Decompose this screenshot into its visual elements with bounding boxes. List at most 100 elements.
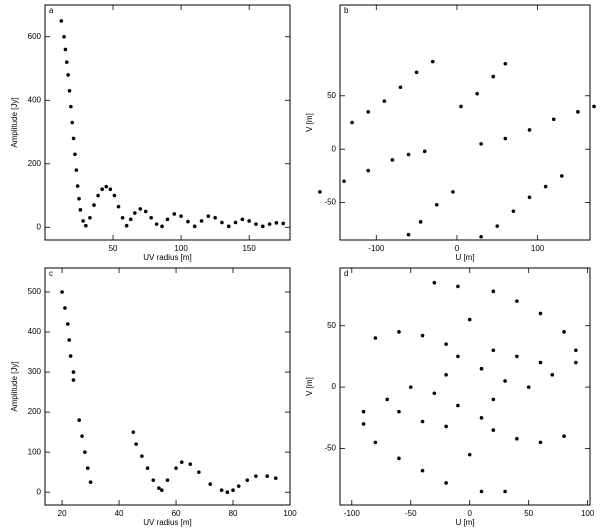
point (491, 74, 496, 79)
point (226, 224, 231, 229)
point (63, 306, 67, 310)
point (538, 440, 543, 445)
point (420, 419, 425, 424)
point (456, 354, 460, 359)
point (267, 222, 272, 226)
point (543, 184, 548, 189)
y-axis-label: V [m] (305, 113, 314, 132)
x-tick-label: 50 (524, 509, 533, 518)
point (165, 478, 170, 482)
point (62, 34, 66, 39)
point (390, 158, 395, 162)
x-tick-label: 100 (531, 244, 545, 253)
point (538, 360, 543, 365)
point (112, 193, 117, 198)
point (172, 212, 177, 216)
y-axis-label: Amplitude [Jy] (10, 361, 19, 411)
point (77, 418, 81, 422)
point (385, 397, 389, 402)
point (366, 110, 371, 114)
y-tick-label: 0 (332, 382, 337, 391)
panel-label: b (344, 6, 349, 15)
point (479, 366, 484, 371)
x-tick-label: 0 (467, 509, 472, 518)
point (515, 299, 519, 303)
point (64, 60, 69, 64)
y-tick-label: 400 (28, 95, 42, 104)
panel-label: a (49, 6, 54, 15)
point (511, 209, 516, 213)
point (160, 224, 164, 229)
x-tick-label: -50 (405, 509, 417, 518)
point (562, 330, 566, 334)
point (254, 222, 258, 226)
point (165, 217, 170, 222)
point (85, 466, 90, 470)
point (444, 424, 448, 429)
point (260, 224, 265, 229)
point (382, 99, 387, 103)
y-tick-label: 0 (37, 222, 42, 231)
point (459, 104, 463, 109)
point (138, 207, 143, 211)
point (418, 220, 423, 224)
point (131, 430, 136, 434)
point (414, 70, 419, 75)
point (245, 478, 250, 482)
point (527, 128, 532, 132)
point (208, 482, 213, 486)
point (149, 215, 153, 220)
point (96, 193, 100, 198)
plot-frame (44, 267, 291, 506)
point (420, 333, 425, 338)
y-tick-label: 200 (28, 407, 42, 416)
x-tick-label: 100 (174, 244, 188, 253)
plot-frame (339, 4, 591, 241)
x-axis-label: U [m] (455, 253, 474, 262)
point (515, 354, 519, 359)
point (538, 311, 543, 316)
point (475, 91, 479, 96)
y-tick-label: 0 (332, 144, 337, 153)
point (281, 221, 285, 226)
point (274, 221, 279, 225)
point (432, 391, 437, 396)
plot-frame (44, 4, 291, 241)
point (350, 120, 354, 125)
plot-frame (339, 267, 591, 506)
point (265, 474, 270, 478)
point (456, 284, 460, 289)
x-tick-label: 150 (242, 244, 256, 253)
point (373, 440, 378, 445)
point (74, 168, 79, 172)
point (406, 152, 411, 157)
y-axis-label: V [m] (305, 377, 314, 396)
panel-label: d (344, 269, 348, 278)
point (128, 217, 133, 222)
point (186, 219, 190, 224)
point (559, 174, 564, 178)
x-tick-label: 100 (581, 509, 595, 518)
point (160, 488, 164, 492)
point (408, 385, 413, 389)
point (422, 149, 427, 154)
point (100, 187, 104, 191)
point (145, 466, 150, 470)
point (71, 378, 76, 382)
point (491, 397, 496, 402)
point (444, 342, 448, 346)
point (67, 338, 72, 342)
point (225, 490, 230, 494)
point (69, 104, 73, 109)
point (233, 220, 238, 225)
point (318, 190, 322, 194)
point (140, 454, 144, 458)
point (120, 215, 125, 220)
point (503, 61, 508, 66)
point (342, 179, 346, 184)
point (254, 474, 258, 478)
point (503, 136, 508, 141)
point (75, 184, 80, 188)
point (78, 208, 83, 212)
x-tick-label: -100 (344, 509, 361, 518)
